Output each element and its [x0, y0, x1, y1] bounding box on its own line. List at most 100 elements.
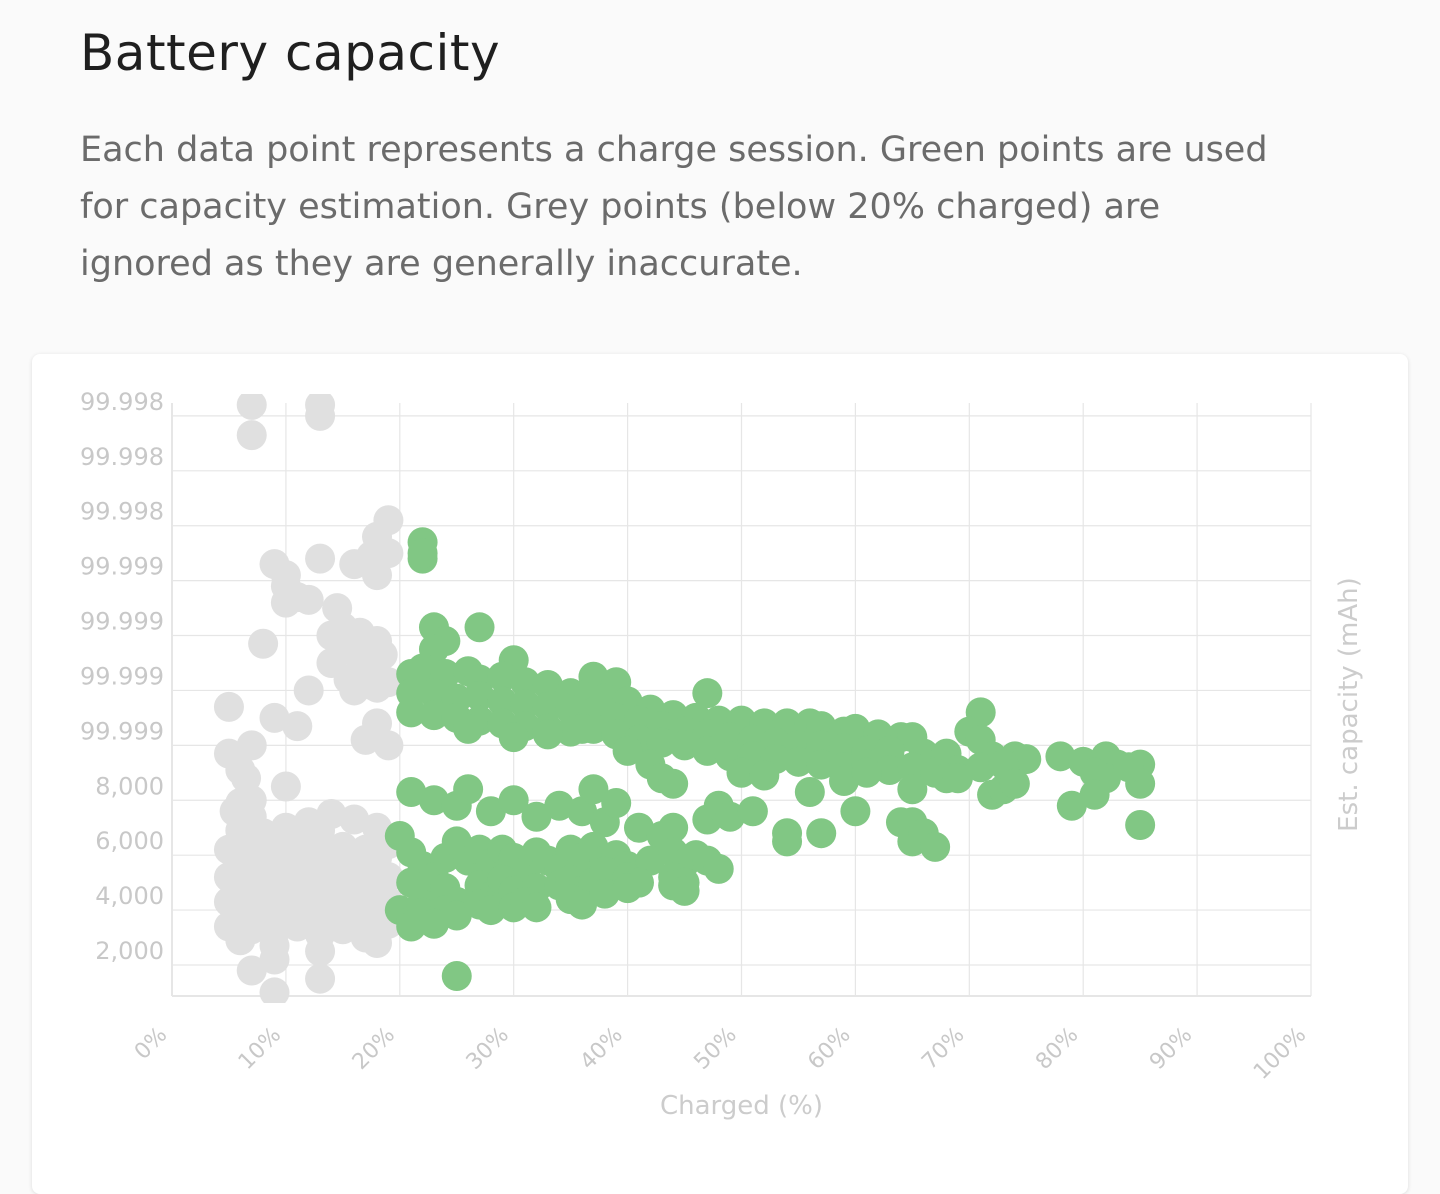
data-point-ignored: [259, 944, 290, 975]
data-point-ignored: [225, 925, 256, 956]
data-point-ignored: [339, 549, 370, 580]
data-point-used: [1079, 779, 1110, 810]
data-point-used: [1125, 809, 1156, 840]
y-tick-label: 4,000: [95, 882, 164, 910]
data-point-used: [396, 697, 427, 728]
chart-card: 2,000 4,000 6,000 8,000 99.999 99.999 99.999 99…: [32, 354, 1408, 1194]
data-point-used: [418, 785, 449, 816]
data-point-used: [589, 856, 620, 887]
data-point-used: [510, 689, 541, 720]
data-point-used: [669, 875, 700, 906]
page-description: Each data point represents a charge sess…: [80, 130, 1268, 284]
data-point-used: [703, 853, 734, 884]
x-tick-label: 60%: [803, 1023, 855, 1075]
y-tick-label: 99.999: [80, 717, 164, 745]
data-point-used: [532, 691, 563, 722]
data-point-ignored: [259, 977, 290, 1003]
data-point-used: [942, 763, 973, 794]
data-point-used: [897, 752, 928, 783]
data-point-ignored: [282, 711, 313, 742]
x-tick-label: 90%: [1145, 1023, 1197, 1075]
data-point-used: [658, 768, 689, 799]
data-point-used: [521, 892, 552, 923]
y-axis-title: Est. capacity (mAh): [1334, 577, 1364, 832]
data-point-used: [487, 661, 518, 692]
x-tick-label: 10%: [234, 1023, 286, 1075]
y-tick-label: 99.998: [80, 388, 164, 416]
data-point-ignored: [362, 560, 393, 591]
data-point-ignored: [305, 815, 336, 846]
data-point-used: [783, 746, 814, 777]
x-tick-label: 80%: [1031, 1023, 1083, 1075]
data-point-used: [407, 538, 438, 569]
data-point-used: [772, 826, 803, 857]
x-tick-label: 70%: [917, 1023, 969, 1075]
data-point-ignored: [236, 730, 267, 761]
data-point-used: [544, 790, 575, 821]
data-point-used: [692, 735, 723, 766]
data-point-used: [418, 678, 449, 709]
data-point-ignored: [305, 936, 336, 967]
data-point-used: [441, 900, 472, 931]
grid: [171, 403, 1312, 997]
data-point-used: [453, 774, 484, 805]
data-point-used: [396, 911, 427, 942]
data-point-used: [532, 669, 563, 700]
data-point-used: [612, 873, 643, 904]
data-point-used: [851, 757, 882, 788]
data-point-used: [1011, 744, 1042, 775]
data-point-ignored: [305, 543, 336, 574]
y-tick-label: 99.998: [80, 498, 164, 526]
data-point-used: [498, 785, 529, 816]
y-tick-label: 99.999: [80, 662, 164, 690]
data-point-used: [532, 719, 563, 750]
data-point-ignored: [339, 675, 370, 706]
data-point-used: [464, 680, 495, 711]
data-point-used: [965, 752, 996, 783]
data-point-used: [806, 749, 837, 780]
data-point-used: [794, 777, 825, 808]
x-tick-label: 40%: [576, 1023, 628, 1075]
data-points: [213, 394, 1156, 1003]
data-point-used: [601, 788, 632, 819]
x-tick-label: 50%: [689, 1023, 741, 1075]
data-point-used: [407, 653, 438, 684]
y-tick-label: 99.999: [80, 553, 164, 581]
data-point-used: [567, 713, 598, 744]
data-point-used: [737, 796, 768, 827]
data-point-used: [840, 796, 871, 827]
data-point-used: [1113, 752, 1144, 783]
data-point-used: [1056, 790, 1087, 821]
data-point-used: [418, 700, 449, 731]
data-point-ignored: [213, 691, 244, 722]
data-point-used: [726, 757, 757, 788]
x-tick-label: 0%: [130, 1023, 172, 1065]
data-point-used: [1045, 741, 1076, 772]
data-point-used: [441, 960, 472, 991]
data-point-used: [589, 878, 620, 909]
data-point-used: [498, 722, 529, 753]
data-point-ignored: [293, 675, 324, 706]
data-point-used: [475, 796, 506, 827]
data-point-used: [897, 774, 928, 805]
data-point-used: [749, 760, 780, 791]
data-point-ignored: [293, 584, 324, 615]
data-point-used: [578, 774, 609, 805]
x-tick-label: 20%: [348, 1023, 400, 1075]
data-point-ignored: [236, 955, 267, 986]
data-point-ignored: [259, 702, 290, 733]
data-point-used: [806, 818, 837, 849]
x-tick-label: 30%: [462, 1023, 514, 1075]
data-point-ignored: [339, 804, 370, 835]
data-point-used: [396, 777, 427, 808]
data-point-ignored: [236, 420, 267, 451]
data-point-used: [999, 768, 1030, 799]
data-point-used: [874, 755, 905, 786]
data-point-ignored: [305, 963, 336, 994]
data-point-used: [567, 889, 598, 920]
x-tick-label: 100%: [1249, 1023, 1311, 1085]
data-point-used: [521, 801, 552, 832]
data-point-ignored: [282, 911, 313, 942]
data-point-ignored: [350, 724, 381, 755]
y-tick-label: 6,000: [95, 827, 164, 855]
